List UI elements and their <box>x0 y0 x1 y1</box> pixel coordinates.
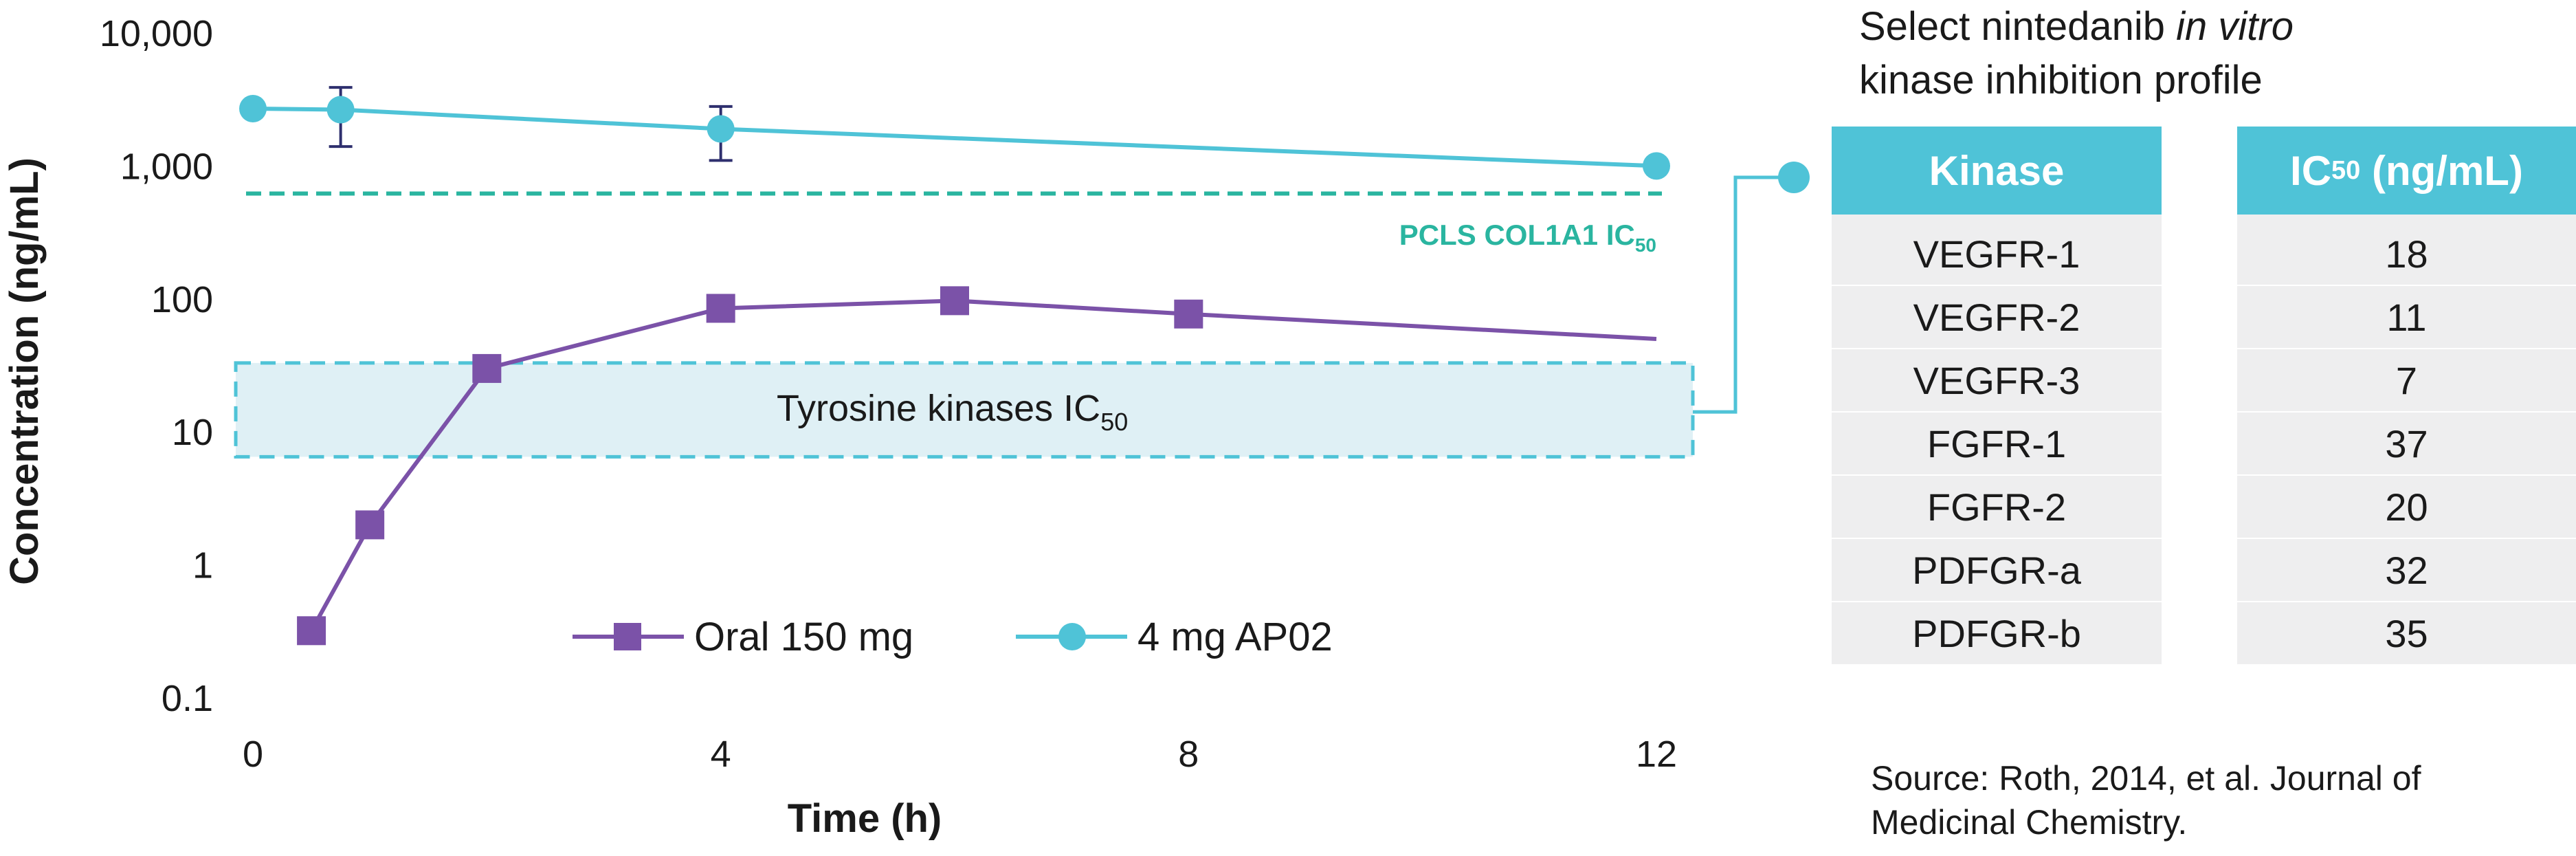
y-tick-label: 1,000 <box>120 146 213 187</box>
data-point-circle <box>239 94 267 122</box>
data-point-circle <box>326 96 355 124</box>
kinase-header: Kinase <box>1832 127 2162 215</box>
kinase-cell: VEGFR-3 <box>1832 349 2162 413</box>
y-tick-label: 10 <box>172 412 213 453</box>
x-tick-label: 0 <box>243 734 263 775</box>
data-point-square <box>706 294 735 323</box>
source-note: Source: Roth, 2014, et al. Journal of Me… <box>1871 759 2421 842</box>
x-tick-label: 4 <box>711 734 731 775</box>
ic50-cell: 20 <box>2237 476 2576 539</box>
x-tick-label: 12 <box>1636 734 1677 775</box>
ic50-cell: 18 <box>2237 223 2576 286</box>
legend-label-oral: Oral 150 mg <box>694 615 913 659</box>
data-point-square <box>472 353 502 383</box>
y-axis-title: Concentration (ng/mL) <box>2 157 47 585</box>
kinase-rows: VEGFR-1 VEGFR-2 VEGFR-3 FGFR-1 FGFR-2 PDFGR-a… <box>1832 215 2162 664</box>
ic50-cell: 37 <box>2237 413 2576 476</box>
data-point-circle <box>707 115 735 143</box>
ic50-cell: 35 <box>2385 611 2428 655</box>
x-tick-label: 8 <box>1178 734 1199 775</box>
legend-marker-oral <box>614 623 641 650</box>
y-tick-label: 0.1 <box>162 678 213 719</box>
data-point-square <box>940 286 969 316</box>
data-point-circle <box>1643 152 1670 180</box>
kinase-cell: VEGFR-1 <box>1832 223 2162 286</box>
ic50-cell: 7 <box>2237 349 2576 413</box>
kinase-cell: PDFGR-b <box>1912 611 2081 655</box>
y-tick-label: 100 <box>151 279 213 320</box>
kinase-cell: FGFR-2 <box>1832 476 2162 539</box>
panel-title: Select nintedanib in vitro kinase inhibi… <box>1859 4 2294 102</box>
kinase-cell: VEGFR-2 <box>1832 286 2162 349</box>
series-line-0 <box>309 298 1657 632</box>
data-point-square <box>355 510 385 540</box>
connector-dot <box>1778 162 1810 193</box>
data-point-square <box>297 616 326 646</box>
x-axis-title: Time (h) <box>788 796 942 841</box>
data-point-square <box>1174 299 1203 329</box>
ic50-table: IC 50 (ng/mL) 18 11 7 37 20 32 35 <box>2237 127 2576 664</box>
y-tick-label: 10,000 <box>100 13 213 54</box>
ic50-cell: 32 <box>2237 539 2576 602</box>
kinase-table: Kinase VEGFR-1 VEGFR-2 VEGFR-3 FGFR-1 FGFR-2… <box>1832 127 2162 664</box>
ic50-cell: 11 <box>2237 286 2576 349</box>
kinase-cell: PDFGR-a <box>1832 539 2162 602</box>
band-label: Tyrosine kinases IC50 <box>777 388 1128 436</box>
legend-marker-ap02 <box>1058 623 1086 650</box>
series-line-1 <box>252 106 1657 168</box>
band-connector-line <box>1693 175 1792 414</box>
ic50-header: IC 50 (ng/mL) <box>2237 127 2576 215</box>
reference-line-label: PCLS COL1A1 IC50 <box>1399 219 1656 256</box>
y-tick-label: 1 <box>192 545 213 586</box>
ic50-rows: 18 11 7 37 20 32 35 <box>2237 215 2576 664</box>
kinase-cell: FGFR-1 <box>1832 413 2162 476</box>
legend-label-ap02: 4 mg AP02 <box>1137 615 1333 659</box>
